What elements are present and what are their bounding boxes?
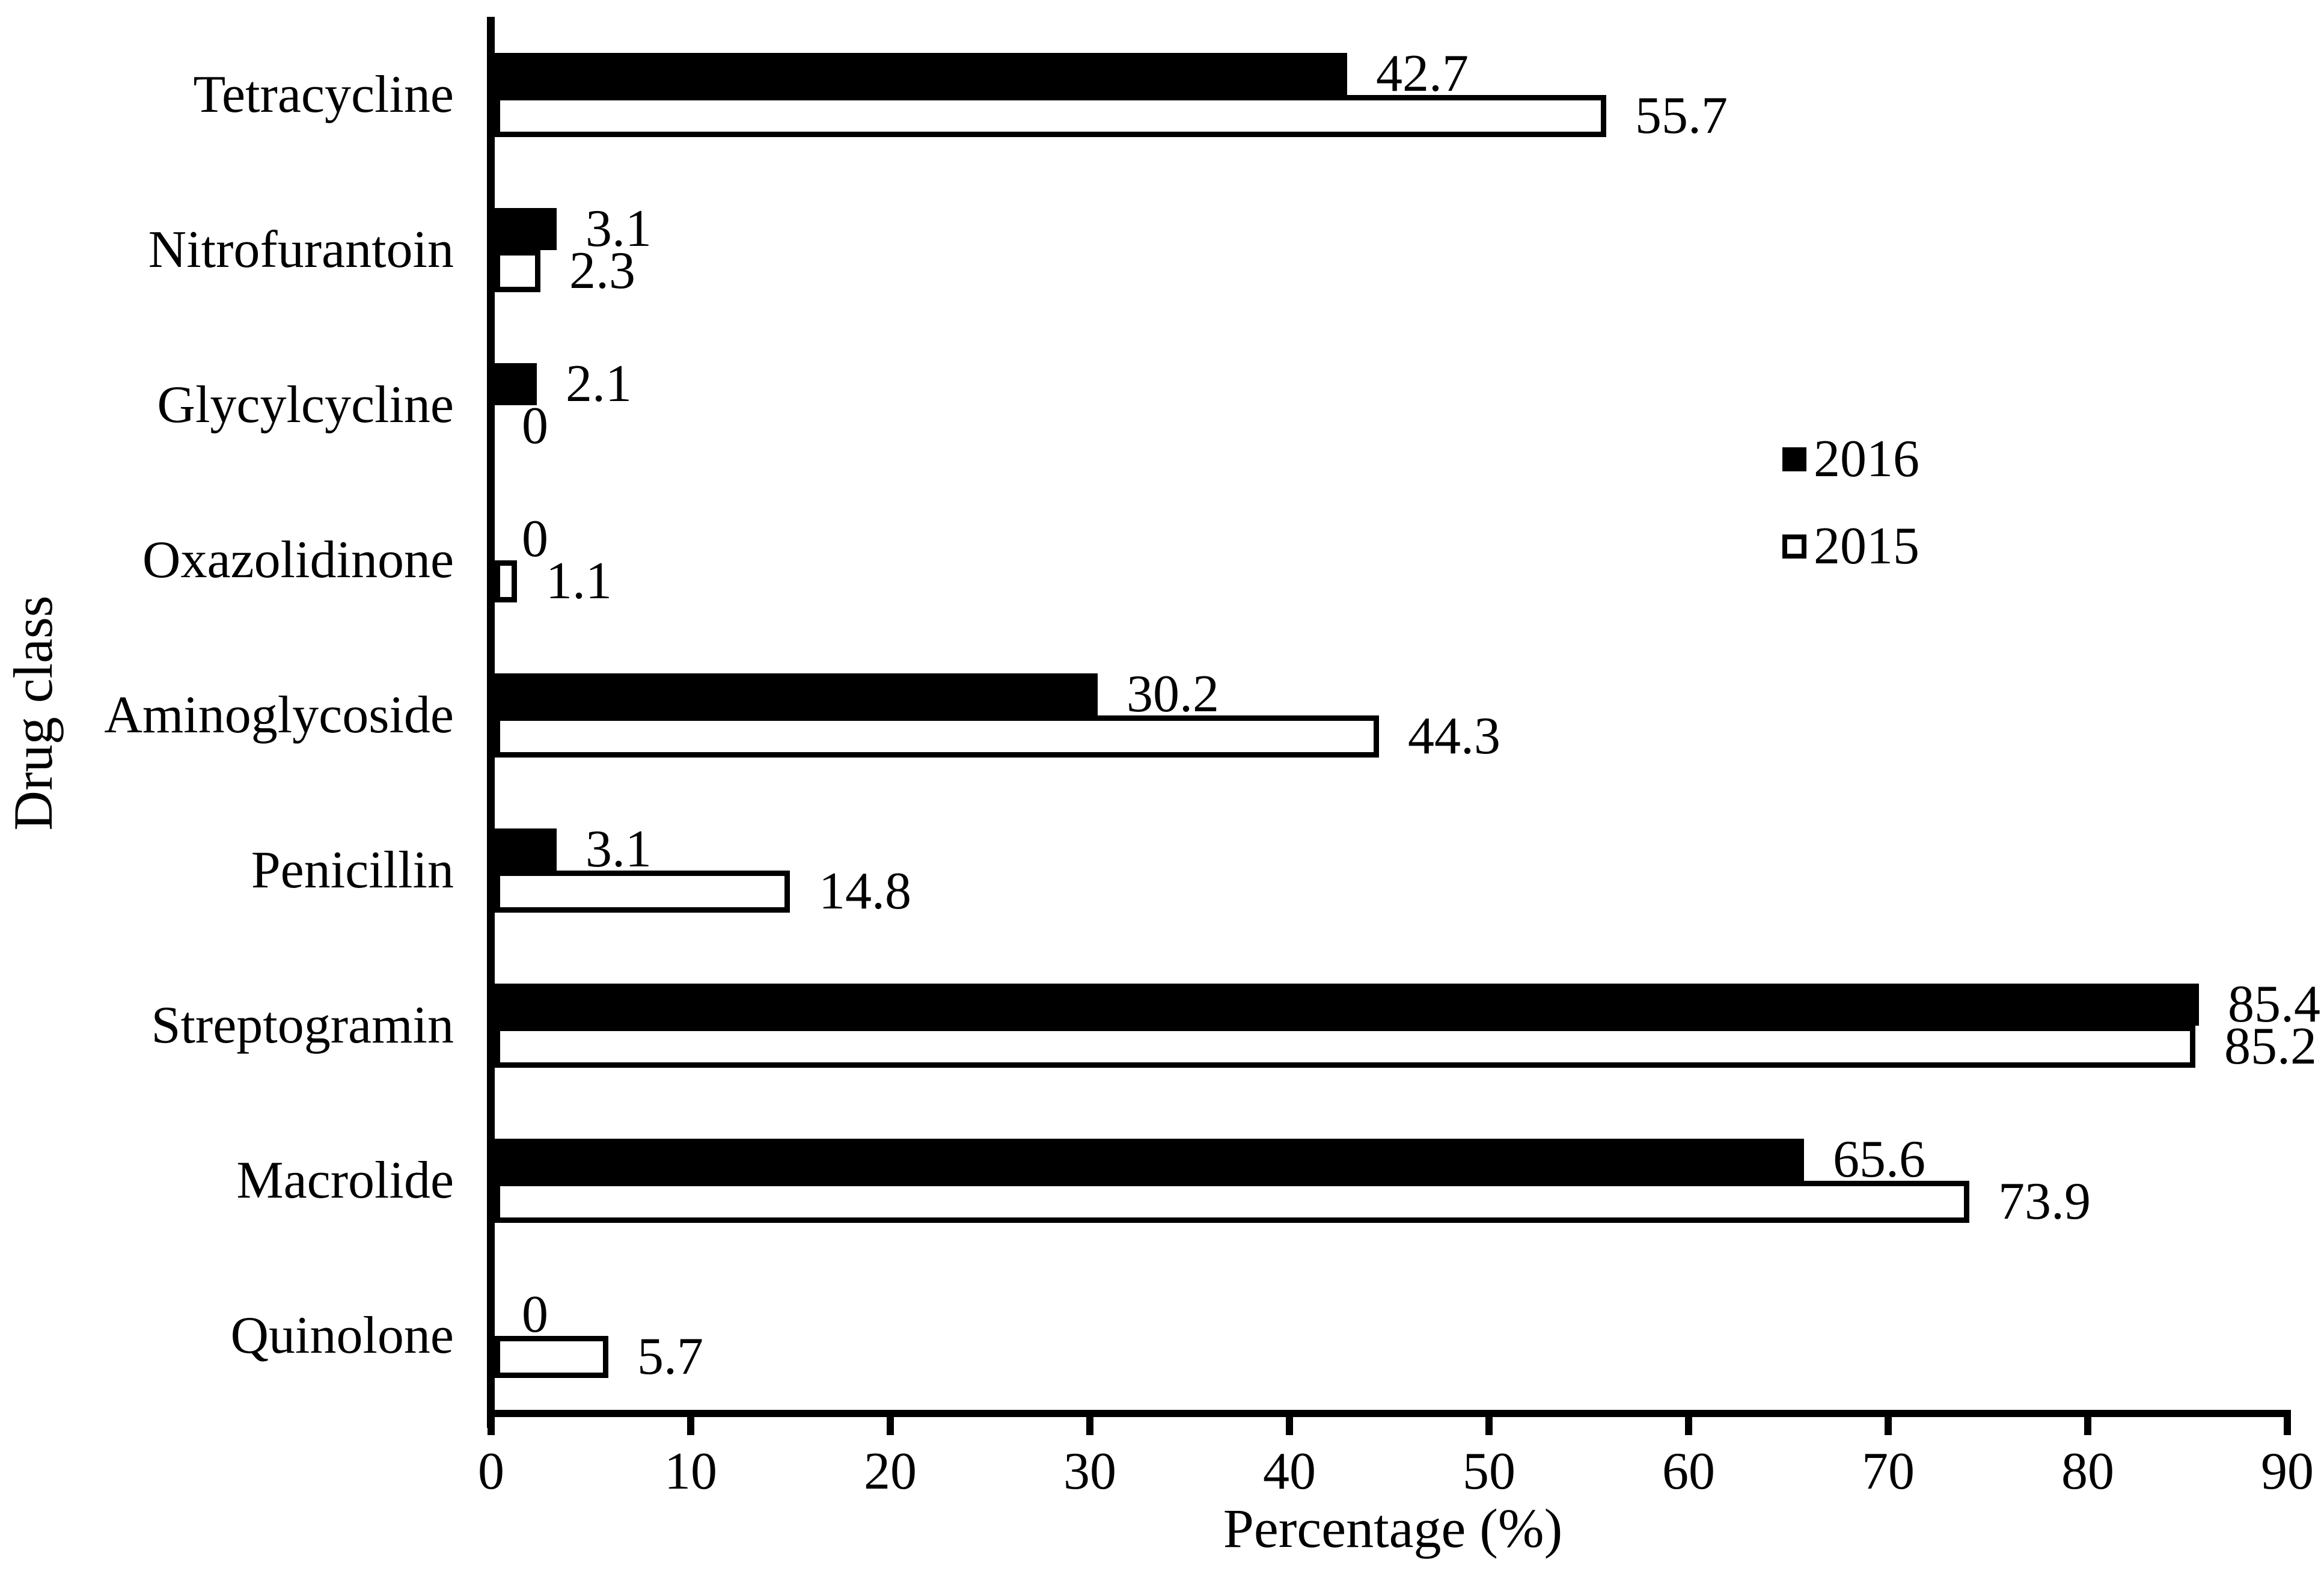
data-label-2015: 2.3 [569,242,635,300]
data-label-2016: 65.6 [1833,1130,1925,1189]
bar-2015-penicillin [495,871,790,913]
bar-2015-streptogramin [495,1026,2195,1068]
data-label-2016: 0 [522,1285,548,1344]
x-tick-label: 40 [1263,1442,1316,1501]
x-tick-mark [2084,1410,2091,1435]
data-label-2016: 85.4 [2228,975,2320,1033]
x-tick-label: 80 [2061,1442,2114,1501]
x-tick-label: 30 [1063,1442,1116,1501]
data-label-2015: 14.8 [819,862,911,920]
bar-2016-streptogramin [495,984,2199,1026]
category-label: Quinolone [230,1306,454,1365]
x-tick-mark [887,1410,894,1435]
data-label-2015: 85.2 [2224,1017,2317,1076]
category-label: Streptogramin [151,996,454,1055]
category-label: Tetracycline [193,66,454,124]
x-tick-mark [488,1410,495,1435]
x-tick-label: 90 [2261,1442,2314,1501]
data-label-2015: 44.3 [1408,707,1500,765]
category-label: Oxazolidinone [142,531,454,589]
bar-2015-aminoglycoside [495,715,1379,758]
data-label-2016: 0 [522,510,548,568]
x-axis-line [487,1410,2291,1417]
bar-2015-tetracycline [495,95,1606,137]
legend-swatch-2016 [1782,447,1806,471]
data-label-2016: 3.1 [586,200,652,258]
x-tick-mark [1286,1410,1293,1435]
x-tick-mark [687,1410,694,1435]
x-tick-label: 50 [1463,1442,1515,1501]
bar-2016-macrolide [495,1139,1804,1181]
legend-label-2015: 2015 [1814,517,1919,575]
category-label: Glycylcycline [157,376,454,434]
bar-2016-penicillin [495,828,557,871]
data-label-2016: 30.2 [1127,665,1219,723]
category-label: Penicillin [251,841,454,899]
x-tick-mark [1485,1410,1493,1435]
bar-2015-macrolide [495,1181,1969,1223]
data-label-2016: 42.7 [1376,44,1469,103]
bar-2015-nitrofurantoin [495,250,540,292]
data-label-2016: 3.1 [586,820,652,878]
legend-swatch-2015 [1782,534,1806,559]
x-tick-label: 20 [864,1442,917,1501]
data-label-2015: 0 [522,397,548,455]
bar-2015-quinolone [495,1336,608,1378]
y-axis-line [487,17,495,1428]
x-axis-title: Percentage (%) [1223,1498,1563,1559]
legend-label-2016: 2016 [1814,430,1919,488]
x-tick-label: 60 [1662,1442,1715,1501]
data-label-2015: 73.9 [1998,1172,2091,1231]
data-label-2016: 2.1 [566,355,632,413]
bar-2016-tetracycline [495,53,1347,95]
category-label: Aminoglycoside [104,686,454,744]
x-tick-label: 0 [478,1442,504,1501]
x-tick-label: 10 [664,1442,717,1501]
bar-2016-aminoglycoside [495,673,1098,715]
x-tick-mark [1086,1410,1093,1435]
x-tick-mark [2284,1410,2291,1435]
x-tick-mark [1685,1410,1692,1435]
x-tick-label: 70 [1862,1442,1915,1501]
x-tick-mark [1885,1410,1892,1435]
data-label-2015: 5.7 [637,1327,703,1386]
bar-2016-nitrofurantoin [495,208,557,250]
bar-2016-glycylcycline [495,363,537,405]
category-label: Nitrofurantoin [148,221,454,279]
bar-2015-oxazolidinone [495,560,517,602]
data-label-2015: 55.7 [1635,87,1728,145]
data-label-2015: 1.1 [546,552,612,610]
category-label: Macrolide [236,1151,454,1210]
